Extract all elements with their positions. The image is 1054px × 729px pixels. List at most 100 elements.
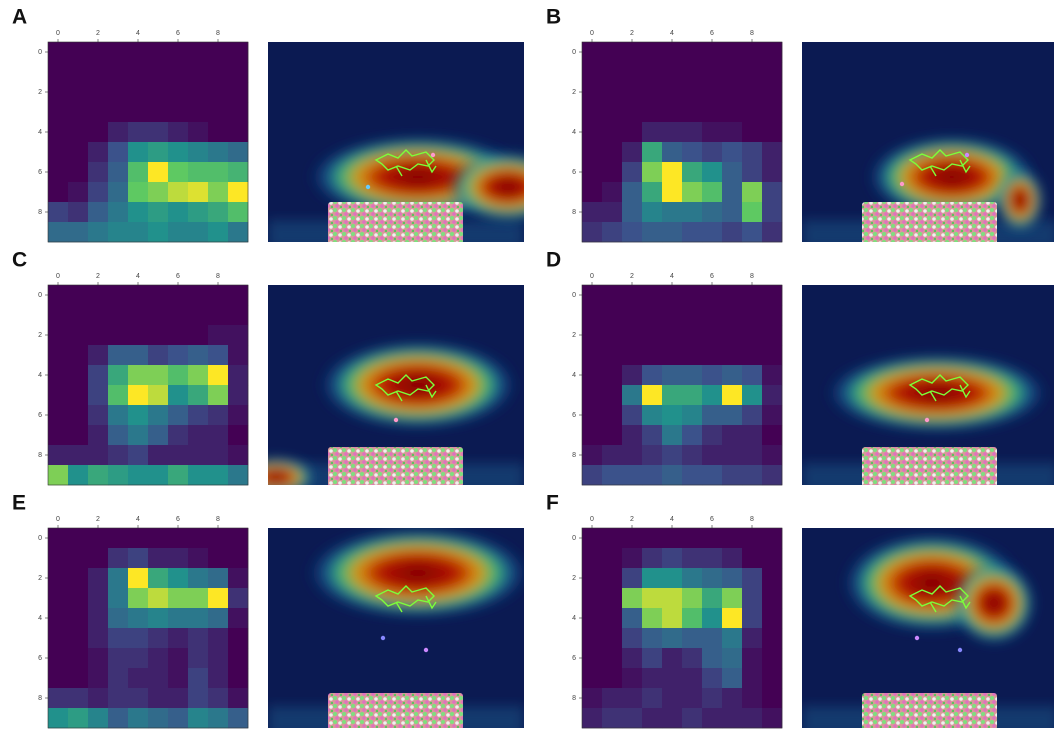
heatmap-cell bbox=[208, 385, 228, 405]
y-tick-label: 8 bbox=[572, 209, 576, 216]
heatmap-cell bbox=[582, 365, 602, 385]
x-tick-label: 0 bbox=[56, 30, 60, 37]
heatmap-cell bbox=[742, 588, 762, 608]
heatmap-cell bbox=[108, 102, 128, 122]
heatmap-cell bbox=[742, 345, 762, 365]
heatmap-cell bbox=[662, 62, 682, 82]
heatmap-cell bbox=[68, 628, 88, 648]
heatmap-cell bbox=[208, 42, 228, 62]
bead-platform bbox=[328, 202, 463, 244]
bead-platform bbox=[328, 447, 463, 487]
heatmap-cell bbox=[662, 142, 682, 162]
heatmap-cell bbox=[662, 285, 682, 305]
heatmap-cell bbox=[662, 162, 682, 182]
heatmap-cell bbox=[582, 285, 602, 305]
marker-dot bbox=[958, 648, 962, 652]
heatmap-cell bbox=[582, 82, 602, 102]
heatmap-cell bbox=[642, 405, 662, 425]
y-tick-label: 4 bbox=[572, 372, 576, 379]
marker-dot bbox=[381, 636, 385, 640]
marker-dot bbox=[431, 153, 435, 157]
heatmap-cell bbox=[128, 305, 148, 325]
heatmap-cell bbox=[168, 285, 188, 305]
heatmap-cell bbox=[602, 42, 622, 62]
heatmap-cell bbox=[88, 425, 108, 445]
heatmap-cell bbox=[128, 202, 148, 222]
heatmap-cell bbox=[702, 62, 722, 82]
heatmap-cell bbox=[722, 405, 742, 425]
y-tick-label: 6 bbox=[572, 655, 576, 662]
y-tick-label: 4 bbox=[38, 372, 42, 379]
heatmap-cell bbox=[68, 345, 88, 365]
heatmap-cell bbox=[228, 162, 248, 182]
heatmap-cell bbox=[602, 528, 622, 548]
heatmap-cell bbox=[742, 122, 762, 142]
heatmap-cell bbox=[602, 142, 622, 162]
x-tick-label: 6 bbox=[710, 516, 714, 523]
heatmap-cell bbox=[148, 345, 168, 365]
heatmap-cell bbox=[762, 222, 782, 242]
marker-dot bbox=[366, 185, 370, 189]
heatmap-cell bbox=[88, 122, 108, 142]
heatmap-cell bbox=[228, 82, 248, 102]
heatmap-cell bbox=[148, 708, 168, 728]
heatmap-cell bbox=[662, 82, 682, 102]
heatmap-cell bbox=[662, 325, 682, 345]
bead-platform bbox=[328, 693, 463, 729]
heatmap-cell bbox=[662, 668, 682, 688]
heatmap-cell bbox=[108, 202, 128, 222]
heatmap-cell bbox=[68, 305, 88, 325]
heatmap-cell bbox=[48, 648, 68, 668]
heatmap-cell bbox=[168, 305, 188, 325]
heatmap-cell bbox=[228, 102, 248, 122]
heatmap-cell bbox=[168, 82, 188, 102]
heatmap-cell bbox=[582, 222, 602, 242]
heatmap-cell bbox=[188, 648, 208, 668]
heatmap-cell bbox=[188, 202, 208, 222]
heatmap-cell bbox=[228, 202, 248, 222]
heatmap-cell bbox=[702, 142, 722, 162]
heatmap-cell bbox=[48, 425, 68, 445]
heatmap-cell bbox=[228, 122, 248, 142]
heatmap-cell bbox=[622, 668, 642, 688]
heatmap-cell bbox=[188, 445, 208, 465]
heatmap-cell bbox=[128, 668, 148, 688]
heatmap-cell bbox=[682, 345, 702, 365]
heatmap-cell bbox=[682, 405, 702, 425]
heatmap-cell bbox=[762, 648, 782, 668]
heatmap-cell bbox=[582, 102, 602, 122]
heatmap-cell bbox=[108, 465, 128, 485]
heatmap-cell bbox=[148, 202, 168, 222]
heatmap-cell bbox=[622, 528, 642, 548]
heatmap-cell bbox=[128, 688, 148, 708]
heatmap-cell bbox=[762, 325, 782, 345]
heatmap-cell bbox=[188, 405, 208, 425]
x-tick-label: 2 bbox=[96, 273, 100, 280]
x-tick-label: 2 bbox=[630, 273, 634, 280]
heatmap-cell bbox=[228, 528, 248, 548]
heatmap-cell bbox=[762, 528, 782, 548]
heat-blob bbox=[996, 168, 1044, 232]
heatmap-cell bbox=[662, 568, 682, 588]
heatmap-cell bbox=[88, 445, 108, 465]
heatmap-cell bbox=[108, 82, 128, 102]
heatmap-cell bbox=[48, 285, 68, 305]
heatmap-cell bbox=[582, 628, 602, 648]
heatmap-cell bbox=[128, 568, 148, 588]
heatmap-cell bbox=[188, 82, 208, 102]
heatmap-cell bbox=[642, 608, 662, 628]
x-tick-label: 2 bbox=[630, 516, 634, 523]
heatmap-cell bbox=[602, 82, 622, 102]
heatmap-cell bbox=[48, 608, 68, 628]
heatmap-cell bbox=[208, 182, 228, 202]
x-tick-label: 2 bbox=[630, 30, 634, 37]
heatmap-cell bbox=[762, 142, 782, 162]
heatmap-cell bbox=[582, 305, 602, 325]
heatmap-cell bbox=[228, 285, 248, 305]
heatmap-cell bbox=[188, 42, 208, 62]
heatmap-cell bbox=[762, 42, 782, 62]
heatmap-cell bbox=[602, 222, 622, 242]
heatmap-cell bbox=[682, 588, 702, 608]
heatmap-cell bbox=[128, 62, 148, 82]
heatmap-cell bbox=[722, 62, 742, 82]
